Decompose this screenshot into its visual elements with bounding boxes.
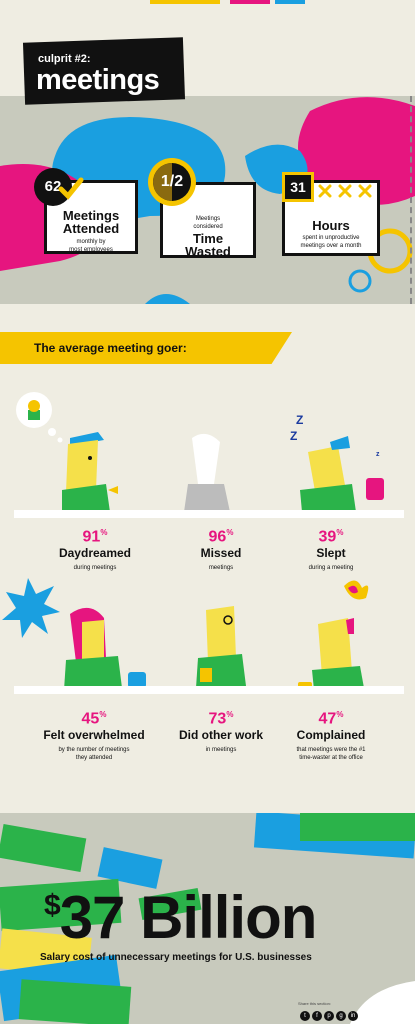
stat-unit: %: [99, 710, 107, 719]
money-bills-decoration: [0, 813, 415, 1024]
stat-label: Did other work: [178, 728, 263, 743]
stat-description: meetings: [208, 565, 234, 572]
daydreamer-character: [62, 432, 118, 514]
calendar-crossed-days-icon: [318, 184, 372, 198]
stat-unit: %: [226, 528, 234, 537]
twitter-icon[interactable]: t: [300, 1011, 310, 1021]
calendar-badge: 31: [282, 172, 314, 202]
stat-value: 39: [318, 528, 337, 546]
stat-complained: 47% Complained that meetings were the #1…: [276, 710, 386, 762]
salary-cost-amount: $37 Billion: [44, 888, 317, 948]
stat-felt-overwhelmed: 45% Felt overwhelmed by the number of me…: [34, 710, 154, 762]
stat-unit: %: [226, 710, 234, 719]
pink-bubble-right: [297, 97, 415, 205]
top-decor-stripe: [275, 0, 305, 4]
stat-value: 45: [81, 710, 100, 728]
stat-unit: %: [336, 710, 344, 719]
svg-text:Z: Z: [290, 429, 297, 443]
multitasker-character: [196, 606, 246, 688]
ring-decoration: [348, 269, 372, 293]
card-subtitle: most employees: [69, 247, 113, 253]
title-prefix: culprit #2:: [38, 53, 91, 65]
stat-label: Missed: [200, 546, 242, 561]
stat-slept: 39% Slept during a meeting: [286, 528, 376, 572]
stat-value: 91: [82, 528, 101, 546]
stat-value: 47: [318, 710, 337, 728]
stat-description: by the number of meetings: [58, 747, 130, 754]
stat-label: Complained: [296, 728, 366, 743]
card-subtitle: monthly by: [76, 239, 106, 245]
pinterest-icon[interactable]: p: [324, 1011, 334, 1021]
page-curl-decoration: [350, 981, 415, 1024]
currency-symbol: $: [44, 889, 61, 922]
stat-daydreamed: 91% Daydreamed during meetings: [50, 528, 140, 572]
svg-text:Z: Z: [296, 413, 303, 427]
stat-label: Slept: [316, 546, 346, 561]
missing-person-character: [184, 433, 230, 512]
amount-value: 37 Billion: [59, 884, 318, 951]
card-title: Hours: [312, 218, 350, 233]
stat-description: time-waster at the office: [299, 755, 363, 762]
stat-description: that meetings were the #1: [296, 747, 366, 754]
stat-missed: 96% Missed meetings: [176, 528, 266, 572]
share-label: Share this section:: [298, 1001, 331, 1006]
card-subtitle: spent in unproductive: [302, 235, 360, 241]
card-title: Meetings: [62, 208, 120, 223]
thought-bubble-icon: [16, 392, 63, 443]
card-pretitle: considered: [193, 224, 223, 230]
meetings-count-badge: 62: [34, 168, 72, 206]
checkmark-icon: [58, 177, 84, 200]
characters-row-2: [2, 578, 369, 694]
overwhelmed-character: [64, 607, 146, 690]
dashed-edge-decoration: [410, 96, 414, 304]
stat-did-other-work: 73% Did other work in meetings: [166, 710, 276, 754]
card-title: Time: [192, 231, 224, 246]
page-title: meetings: [36, 64, 160, 96]
card-title: Attended: [62, 221, 120, 236]
card-pretitle: Meetings: [195, 216, 221, 222]
stat-description: in meetings: [205, 747, 237, 754]
half-clock-icon: [148, 158, 196, 206]
meeting-table: [14, 510, 404, 518]
stat-value: 73: [208, 710, 227, 728]
section-banner-text: The average meeting goer:: [34, 341, 187, 355]
card-title: Wasted: [185, 244, 231, 259]
stat-description: during meetings: [73, 565, 117, 572]
facebook-icon[interactable]: f: [312, 1011, 322, 1021]
section-banner: [0, 332, 292, 364]
stat-label: Daydreamed: [58, 546, 132, 561]
blue-blob-bottom: [145, 294, 190, 304]
characters-row-1: Z Z z: [16, 392, 384, 514]
salary-cost-caption: Salary cost of unnecessary meetings for …: [40, 952, 312, 963]
fraction-badge: 1/2: [160, 173, 184, 190]
dollar-bill-icon: [0, 813, 415, 1024]
complainer-character: [298, 580, 369, 694]
meeting-table: [14, 686, 404, 694]
top-decor-stripe: [230, 0, 270, 4]
top-decor-stripe: [150, 0, 220, 4]
card-subtitle: meetings over a month: [300, 243, 362, 249]
stat-description: during a meeting: [308, 565, 354, 572]
stat-unit: %: [336, 528, 344, 537]
sleeper-character: Z Z z: [290, 413, 384, 512]
stat-unit: %: [100, 528, 108, 537]
stat-label: Felt overwhelmed: [43, 728, 145, 743]
burst-icon: [2, 578, 60, 638]
svg-text:z: z: [376, 451, 380, 458]
stat-value: 96: [208, 528, 227, 546]
linkedin-icon[interactable]: in: [348, 1011, 358, 1021]
stat-description: they attended: [75, 755, 113, 762]
google-plus-icon[interactable]: g: [336, 1011, 346, 1021]
